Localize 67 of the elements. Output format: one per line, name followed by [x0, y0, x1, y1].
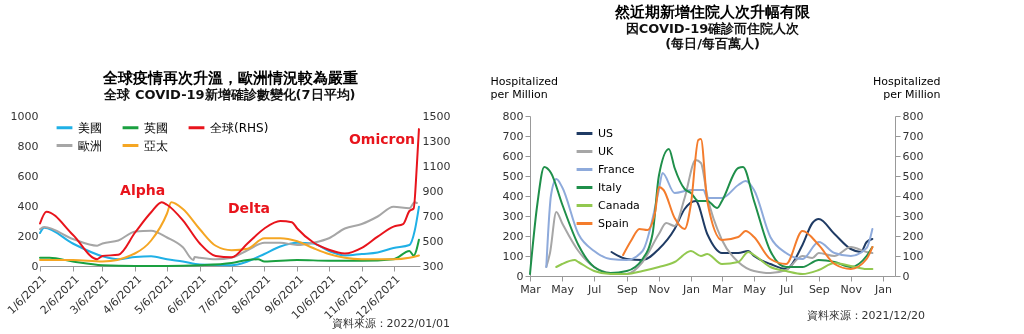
- chart-subtitle: 全球 COVID-19新增確診數變化(7日平均): [103, 87, 356, 102]
- x-tick-label: Nov: [648, 282, 671, 296]
- y2-tick-label: 500: [902, 169, 924, 183]
- y2-tick-label: 500: [422, 234, 444, 248]
- y-tick-label: 400: [17, 199, 39, 213]
- y-tick-label: 200: [17, 229, 39, 243]
- annotation: Delta: [227, 200, 271, 216]
- y2-tick-label: 0: [902, 269, 910, 283]
- x-tick-label: Sep: [808, 282, 830, 296]
- legend-label: Canada: [598, 198, 640, 212]
- x-tick-label: Sep: [616, 282, 638, 296]
- annotation: Alpha: [120, 182, 166, 198]
- y-tick-label: 800: [17, 139, 39, 153]
- y2-axis-title: Hospitalized per Million: [873, 74, 941, 101]
- y-tick-label: 700: [502, 129, 524, 143]
- x-tick-label: Jan: [681, 282, 700, 296]
- x-tick-label: Jan: [873, 282, 892, 296]
- x-tick-label: Nov: [840, 282, 863, 296]
- legend-label: US: [598, 126, 614, 140]
- chart-title: 全球疫情再次升溫，歐洲情況較為嚴重: [101, 69, 358, 87]
- chart-subtitle: 因COVID-19確診而住院人次 (每日/每百萬人): [625, 21, 801, 51]
- x-tick-label: Jul: [587, 282, 602, 296]
- legend-label: 美國: [78, 120, 102, 135]
- y-axis-title: Hospitalized per Million: [490, 74, 558, 101]
- x-tick-label: May: [551, 282, 575, 296]
- y-tick-label: 300: [502, 209, 524, 223]
- y-tick-label: 600: [502, 149, 524, 163]
- legend-label: 全球(RHS): [210, 120, 269, 135]
- legend-label: Italy: [598, 180, 623, 194]
- legend-label: Spain: [598, 216, 629, 230]
- legend-label: 英國: [144, 120, 168, 135]
- legend-label: UK: [598, 144, 615, 158]
- y-tick-label: 400: [502, 189, 524, 203]
- y-tick-label: 600: [17, 169, 39, 183]
- y2-tick-label: 300: [902, 209, 924, 223]
- y-tick-label: 100: [502, 249, 524, 263]
- x-tick-label: May: [743, 282, 767, 296]
- legend-label: 亞太: [144, 138, 168, 153]
- y2-tick-label: 1100: [422, 159, 451, 173]
- source-note: 資料來源：2021/12/20: [806, 309, 925, 322]
- y-tick-label: 1000: [10, 109, 39, 123]
- legend-label: France: [598, 162, 635, 176]
- y2-tick-label: 200: [902, 229, 924, 243]
- line-series: [555, 250, 874, 275]
- line-series: [545, 172, 874, 268]
- y2-tick-label: 700: [902, 129, 924, 143]
- y2-tick-label: 1500: [422, 109, 451, 123]
- y2-tick-label: 800: [902, 109, 924, 123]
- y2-tick-label: 600: [902, 149, 924, 163]
- annotation: Omicron: [348, 131, 416, 147]
- y2-tick-label: 700: [422, 209, 444, 223]
- legend-label: 歐洲: [78, 138, 102, 153]
- source-note: 資料來源：2022/01/01: [331, 317, 450, 330]
- y2-tick-label: 100: [902, 249, 924, 263]
- y-tick-label: 800: [502, 109, 524, 123]
- x-tick-label: Mar: [520, 282, 542, 296]
- y2-tick-label: 1300: [422, 134, 451, 148]
- chart-title: 然近期新增住院人次升幅有限: [614, 3, 811, 21]
- y-tick-label: 200: [502, 229, 524, 243]
- y2-tick-label: 300: [422, 259, 444, 273]
- y-tick-label: 500: [502, 169, 524, 183]
- x-tick-label: Mar: [712, 282, 734, 296]
- x-tick-label: Jul: [778, 282, 794, 296]
- y2-tick-label: 900: [422, 184, 444, 198]
- y-tick-label: 0: [31, 259, 39, 273]
- y-tick-label: 0: [516, 269, 524, 283]
- y2-tick-label: 400: [902, 189, 924, 203]
